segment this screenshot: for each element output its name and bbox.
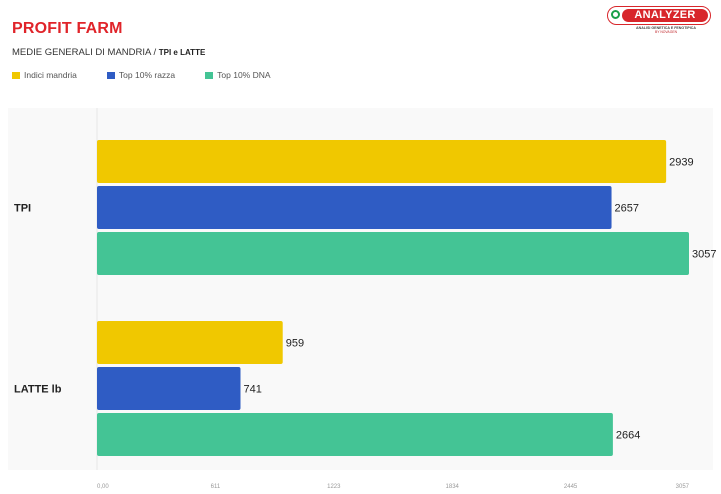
logo-text: ANALYZER <box>622 9 708 22</box>
bar <box>97 232 689 275</box>
legend-swatch <box>12 71 20 79</box>
subtitle-strong: TPI e LATTE <box>158 48 206 57</box>
legend-swatch <box>106 71 115 79</box>
data-label: 2939 <box>669 157 693 169</box>
data-label: 741 <box>243 384 261 396</box>
category-label: TPI <box>14 203 31 215</box>
legend-label: Top 10% DNA <box>217 70 271 80</box>
x-tick-label: 611 <box>211 484 221 490</box>
bar <box>97 321 283 364</box>
analyzer-logo: ANALYZER ANALISI GENETICA E FENOTIPICA B… <box>607 6 713 34</box>
chart-subtitle: MEDIE GENERALI DI MANDRIA / TPI e LATTE <box>12 47 205 58</box>
bar <box>97 140 667 183</box>
bar <box>97 413 613 456</box>
magnifier-icon <box>611 10 620 19</box>
subtitle-main: MEDIE GENERALI DI MANDRIA / <box>12 47 157 58</box>
legend-item: Top 10% DNA <box>205 70 271 80</box>
logo-pill: ANALYZER <box>607 6 711 25</box>
bar <box>97 186 612 229</box>
legend-item: Top 10% razza <box>106 70 176 80</box>
legend-label: Top 10% razza <box>118 70 176 80</box>
bar <box>97 367 241 410</box>
x-tick-label: 2445 <box>564 484 578 490</box>
logo-byline: BY NOVAGEN <box>654 30 678 34</box>
data-label: 2664 <box>616 430 640 442</box>
x-tick-label: 0,00 <box>97 484 109 490</box>
chart-legend: Indici mandria Top 10% razza Top 10% DNA <box>12 70 301 80</box>
x-tick-label: 1223 <box>327 484 341 490</box>
logo-tagline: ANALISI GENETICA E FENOTIPICA <box>636 26 696 30</box>
x-tick-label: 3057 <box>676 484 690 490</box>
data-label: 959 <box>286 338 304 350</box>
data-label: 2657 <box>615 203 639 215</box>
category-label: LATTE lb <box>14 384 62 396</box>
brand-title: PROFIT FARM <box>12 20 123 37</box>
data-label: 3057 <box>692 249 716 261</box>
legend-item: Indici mandria <box>12 70 77 80</box>
x-tick-label: 1834 <box>446 484 460 490</box>
legend-swatch <box>205 71 214 79</box>
legend-label: Indici mandria <box>24 70 77 80</box>
